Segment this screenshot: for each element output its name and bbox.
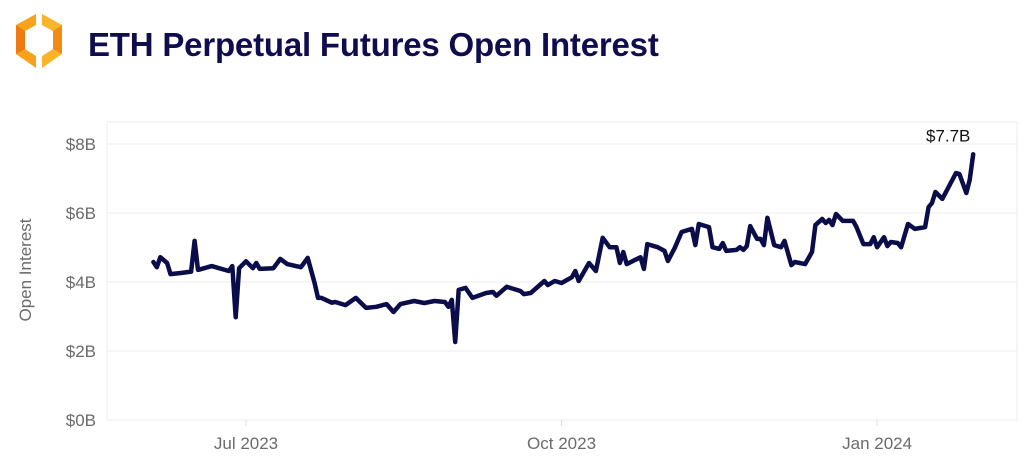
- brand-logo: [16, 14, 62, 68]
- y-tick-label: $4B: [66, 273, 96, 292]
- x-tick-label: Jan 2024: [842, 434, 912, 453]
- x-tick-label: Jul 2023: [214, 434, 278, 453]
- logo-right-bracket: [42, 14, 62, 68]
- y-tick-label: $6B: [66, 204, 96, 223]
- page-title: ETH Perpetual Futures Open Interest: [88, 26, 659, 63]
- y-tick-label: $8B: [66, 135, 96, 154]
- x-axis-ticks: Jul 2023 Oct 2023 Jan 2024: [214, 420, 912, 453]
- logo-left-bracket: [16, 14, 36, 68]
- y-axis-ticks: $0B $2B $4B $6B $8B: [66, 135, 96, 430]
- plot-frame: [106, 121, 1018, 421]
- logo-left-bracket-shade: [16, 25, 25, 54]
- y-tick-label: $0B: [66, 411, 96, 430]
- gridlines: [106, 121, 1018, 421]
- latest-value-label: $7.7B: [926, 126, 970, 145]
- x-tick-label: Oct 2023: [527, 434, 596, 453]
- y-tick-label: $2B: [66, 342, 96, 361]
- logo-right-bracket-shade: [53, 25, 62, 54]
- y-axis-title: Open Interest: [16, 218, 35, 321]
- open-interest-line: [151, 152, 976, 345]
